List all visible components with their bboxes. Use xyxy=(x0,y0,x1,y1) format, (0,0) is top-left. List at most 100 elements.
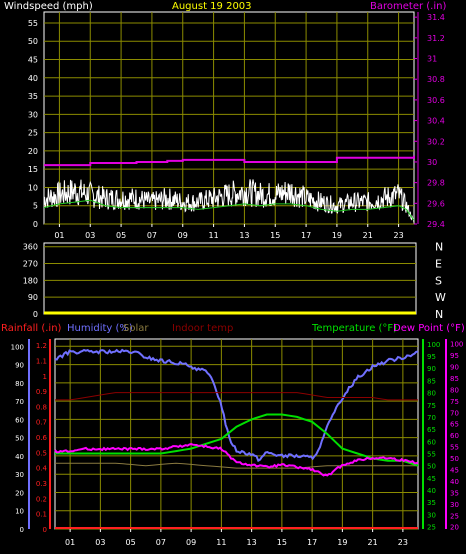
windspeed-tick-label: 0 xyxy=(33,220,38,229)
humidity-tick-label: 80 xyxy=(15,380,24,388)
barometer-tick-label: 30.6 xyxy=(427,96,445,105)
x-tick-label: 13 xyxy=(247,538,257,547)
compass-label: E xyxy=(435,258,442,271)
windspeed-tick-label: 10 xyxy=(28,183,38,192)
direction-tick-label: 0 xyxy=(33,310,38,319)
humidity-tick-label: 50 xyxy=(15,435,24,443)
dew-point-tick-label: 55 xyxy=(450,444,459,452)
barometer-tick-label: 29.6 xyxy=(427,199,445,208)
barometer-axis-label: Barometer (.in) xyxy=(370,1,446,12)
x-tick-label: 13 xyxy=(239,231,249,240)
solar-series xyxy=(55,462,418,469)
humidity-tick-label: 40 xyxy=(15,453,24,461)
compass-label: N xyxy=(435,241,443,254)
plot-frame xyxy=(43,242,417,315)
rainfall-tick-label: 0.4 xyxy=(36,465,48,473)
temperature-tick-label: 85 xyxy=(427,377,436,385)
temperature-tick-label: 65 xyxy=(427,426,436,434)
temperature-series xyxy=(55,413,419,467)
x-tick-label: 15 xyxy=(277,538,287,547)
x-tick-label: 23 xyxy=(398,538,408,547)
x-tick-label: 11 xyxy=(208,231,218,240)
dew-point-series xyxy=(54,442,419,477)
dew-point-tick-label: 40 xyxy=(450,478,459,486)
x-tick-label: 09 xyxy=(186,538,196,547)
temperature-tick-label: 40 xyxy=(427,487,436,495)
x-tick-label: 05 xyxy=(126,538,136,547)
x-tick-label: 19 xyxy=(332,231,342,240)
x-tick-label: 07 xyxy=(147,231,157,240)
indoor-temp-series xyxy=(55,392,418,401)
humidity-tick-label: 0 xyxy=(20,526,24,534)
dew-point-tick-label: 60 xyxy=(450,432,459,440)
legend-rainfall: Rainfall (.in) xyxy=(1,323,62,334)
rainfall-tick-label: 0.1 xyxy=(36,511,47,519)
temperature-tick-label: 80 xyxy=(427,390,436,398)
legend-indoor-temp: Indoor temp xyxy=(172,323,233,334)
compass-label: S xyxy=(435,274,442,287)
dew-point-tick-label: 90 xyxy=(450,363,459,371)
windspeed-tick-label: 45 xyxy=(28,56,38,65)
dew-point-tick-label: 75 xyxy=(450,398,459,406)
dew-point-tick-label: 50 xyxy=(450,455,459,463)
temperature-tick-label: 25 xyxy=(427,524,436,532)
rainfall-tick-label: 0.7 xyxy=(36,419,47,427)
x-tick-label: 17 xyxy=(301,231,311,240)
x-tick-label: 21 xyxy=(368,538,378,547)
windspeed-series xyxy=(43,179,415,223)
barometer-series xyxy=(44,155,415,167)
direction-tick-label: 90 xyxy=(28,293,38,302)
windspeed-axis-label: Windspeed (mph) xyxy=(4,1,93,12)
humidity-tick-label: 30 xyxy=(15,471,24,479)
rainfall-tick-label: 0.9 xyxy=(36,388,47,396)
dew-point-tick-label: 30 xyxy=(450,501,459,509)
temperature-tick-label: 70 xyxy=(427,414,436,422)
x-tick-label: 01 xyxy=(54,231,64,240)
rainfall-tick-label: 1.2 xyxy=(36,342,47,350)
temperature-tick-label: 50 xyxy=(427,463,436,471)
x-tick-label: 03 xyxy=(95,538,105,547)
windspeed_avg-series xyxy=(43,199,415,221)
x-tick-label: 11 xyxy=(216,538,226,547)
dew-point-tick-label: 100 xyxy=(450,341,463,349)
temperature-tick-label: 30 xyxy=(427,511,436,519)
rainfall-tick-label: 1 xyxy=(43,373,47,381)
barometer-tick-label: 31.4 xyxy=(427,13,445,22)
windspeed-tick-label: 40 xyxy=(28,74,38,83)
dew-point-tick-label: 20 xyxy=(450,524,459,532)
compass-label: N xyxy=(435,308,443,321)
humidity-tick-label: 100 xyxy=(11,343,24,351)
x-tick-label: 03 xyxy=(85,231,95,240)
barometer-tick-label: 31 xyxy=(427,55,437,64)
humidity-tick-label: 20 xyxy=(15,489,24,497)
windspeed-tick-label: 50 xyxy=(28,37,38,46)
rainfall-tick-label: 1.1 xyxy=(36,357,47,365)
windspeed-tick-label: 35 xyxy=(28,92,38,101)
x-tick-label: 23 xyxy=(393,231,403,240)
compass-label: W xyxy=(435,291,446,304)
windspeed-tick-label: 5 xyxy=(33,202,38,211)
humidity-tick-label: 70 xyxy=(15,398,24,406)
dew-point-tick-label: 95 xyxy=(450,352,459,360)
barometer-tick-label: 30 xyxy=(427,158,437,167)
direction-tick-label: 270 xyxy=(23,260,38,269)
rainfall-tick-label: 0.2 xyxy=(36,495,47,503)
windspeed-tick-label: 30 xyxy=(28,110,38,119)
wind-direction-panel: 0 N 90 W 180 S 270 E 360 N xyxy=(23,241,446,321)
humidity-tick-label: 90 xyxy=(15,362,24,370)
dew-point-tick-label: 80 xyxy=(450,386,459,394)
humidity-series xyxy=(54,348,419,463)
direction-tick-label: 360 xyxy=(23,243,38,252)
barometer-tick-label: 29.8 xyxy=(427,179,445,188)
temperature-tick-label: 90 xyxy=(427,365,436,373)
x-tick-label: 01 xyxy=(65,538,75,547)
x-tick-label: 19 xyxy=(337,538,347,547)
rainfall-tick-label: 0.8 xyxy=(36,403,47,411)
x-tick-label: 07 xyxy=(156,538,166,547)
legend-dew-point: Dew Point (°F) xyxy=(393,323,465,334)
dew-point-tick-label: 65 xyxy=(450,421,459,429)
barometer-tick-label: 31.2 xyxy=(427,34,445,43)
barometer-tick-label: 30.8 xyxy=(427,75,445,84)
windspeed-tick-label: 55 xyxy=(28,19,38,28)
